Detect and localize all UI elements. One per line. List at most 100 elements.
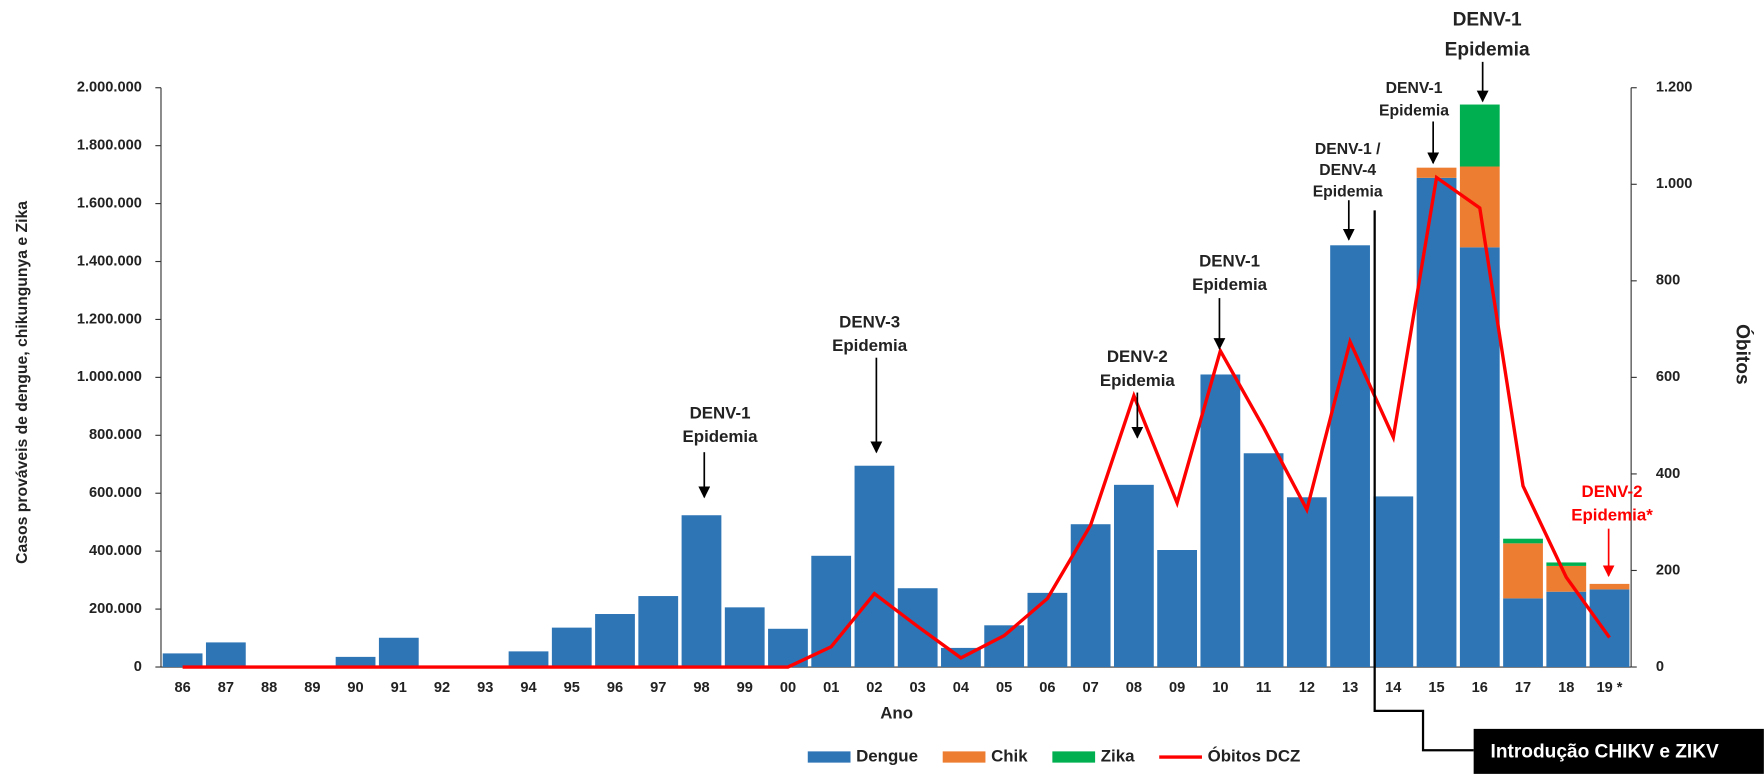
x-tick-label: 14 xyxy=(1385,680,1402,696)
x-tick-label: 88 xyxy=(261,680,277,696)
x-tick-label: 97 xyxy=(650,680,666,696)
x-tick-label: 87 xyxy=(218,680,234,696)
bar xyxy=(1546,562,1587,566)
y-tick-label: 800.000 xyxy=(89,427,142,443)
annotation: DENV-1 xyxy=(1386,80,1443,97)
legend-label: Dengue xyxy=(856,746,918,765)
annotation: DENV-2 xyxy=(1582,482,1643,501)
x-tick-label: 04 xyxy=(953,680,970,696)
bar xyxy=(378,637,419,668)
annotation: Epidemia xyxy=(1313,184,1383,201)
y-tick-label: 200.000 xyxy=(89,601,142,617)
bar xyxy=(1546,591,1587,668)
x-tick-label: 99 xyxy=(737,680,753,696)
legend-label: Zika xyxy=(1101,746,1135,765)
bar xyxy=(1503,598,1543,668)
y-tick-label: 1.000.000 xyxy=(77,369,142,385)
y-tick-label: 0 xyxy=(134,659,142,675)
legend-swatch xyxy=(807,751,851,763)
bar xyxy=(811,555,852,668)
bar xyxy=(638,596,679,668)
x-tick-label: 93 xyxy=(477,680,493,696)
y-tick-label: 1.200.000 xyxy=(77,311,142,327)
x-tick-label: 16 xyxy=(1472,680,1488,696)
y-tick-label: 1.600.000 xyxy=(77,195,142,211)
bar xyxy=(1459,104,1500,167)
y2-tick-label: 400 xyxy=(1656,466,1680,482)
bar xyxy=(335,656,376,668)
bar xyxy=(1589,589,1630,668)
bar xyxy=(1330,245,1370,668)
annotation: Epidemia xyxy=(1379,103,1449,120)
annotation: DENV-4 xyxy=(1319,162,1376,179)
x-tick-label: 92 xyxy=(434,680,450,696)
callout: Introdução CHIKV e ZIKV xyxy=(1491,742,1720,763)
x-tick-label: 95 xyxy=(564,680,580,696)
x-tick-label: 17 xyxy=(1515,680,1531,696)
x-tick-label: 07 xyxy=(1083,680,1099,696)
y2-axis-label: Óbitos xyxy=(1731,324,1753,385)
bar xyxy=(1243,453,1284,668)
x-tick-label: 12 xyxy=(1299,680,1315,696)
bar xyxy=(1459,247,1500,668)
annotation: DENV-3 xyxy=(839,312,900,331)
x-tick-label: 10 xyxy=(1212,680,1228,696)
annotation: DENV-2 xyxy=(1107,347,1168,366)
callout-box xyxy=(1473,728,1764,774)
x-tick-label: 06 xyxy=(1039,680,1055,696)
x-tick-label: 89 xyxy=(304,680,320,696)
bar xyxy=(551,627,592,668)
y-tick-label: 600.000 xyxy=(89,485,142,501)
callout-line xyxy=(1373,210,1474,752)
annotation: DENV-1 xyxy=(690,403,751,422)
bar xyxy=(1416,167,1457,178)
x-tick-label: 86 xyxy=(174,680,190,696)
y2-tick-label: 1.200 xyxy=(1656,80,1693,96)
bar xyxy=(162,653,203,668)
bar xyxy=(1503,543,1543,599)
bar xyxy=(595,614,635,668)
annotation: Epidemia* xyxy=(1571,506,1653,525)
x-tick-label: 05 xyxy=(996,680,1012,696)
bar xyxy=(508,651,549,668)
legend-label: Chik xyxy=(991,746,1028,765)
bar xyxy=(1113,484,1154,668)
x-axis-label: Ano xyxy=(880,704,913,723)
bar xyxy=(1200,374,1241,668)
annotation: Epidemia xyxy=(1100,371,1176,390)
x-tick-label: 09 xyxy=(1169,680,1185,696)
y-tick-label: 1.800.000 xyxy=(77,138,142,154)
bar xyxy=(1503,538,1543,544)
line xyxy=(182,174,1611,669)
bar xyxy=(1373,496,1414,668)
annotation: Epidemia xyxy=(832,336,908,355)
x-tick-label: 90 xyxy=(347,680,363,696)
annotation: DENV-1 xyxy=(1453,9,1522,30)
bar xyxy=(1589,583,1630,590)
bar xyxy=(1286,497,1327,668)
x-tick-label: 96 xyxy=(607,680,623,696)
x-tick-label: 18 xyxy=(1558,680,1574,696)
x-tick-label: 08 xyxy=(1126,680,1142,696)
y-axis-label: Casos prováveis de dengue, chikungunya e… xyxy=(14,201,31,564)
x-tick-label: 00 xyxy=(780,680,796,696)
x-tick-label: 03 xyxy=(910,680,926,696)
annotation: Epidemia xyxy=(1445,40,1530,61)
bar xyxy=(205,642,246,668)
y2-tick-label: 1.000 xyxy=(1656,176,1693,192)
x-tick-label: 11 xyxy=(1256,680,1271,696)
x-tick-label: 94 xyxy=(520,680,537,696)
y2-tick-label: 0 xyxy=(1656,659,1664,675)
bar xyxy=(724,607,765,668)
x-tick-label: 91 xyxy=(391,680,407,696)
bar xyxy=(854,465,895,668)
annotation: Epidemia xyxy=(1192,275,1268,294)
y-tick-label: 400.000 xyxy=(89,543,142,559)
y2-tick-label: 600 xyxy=(1656,369,1680,385)
legend-swatch xyxy=(942,751,986,763)
bar xyxy=(1157,550,1198,668)
x-tick-label: 02 xyxy=(866,680,882,696)
x-tick-label: 19 * xyxy=(1597,680,1623,696)
legend-label: Óbitos DCZ xyxy=(1208,746,1301,765)
